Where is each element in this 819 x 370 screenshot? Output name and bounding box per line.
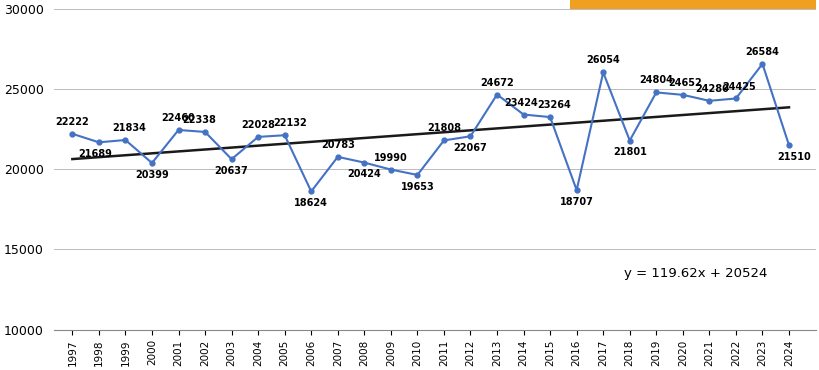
Text: 22338: 22338 bbox=[183, 115, 216, 125]
Text: 21689: 21689 bbox=[78, 149, 111, 159]
Text: 24652: 24652 bbox=[668, 78, 702, 88]
Text: 21808: 21808 bbox=[427, 124, 460, 134]
Text: y = 119.62x + 20524: y = 119.62x + 20524 bbox=[623, 267, 767, 280]
Text: 20783: 20783 bbox=[320, 140, 355, 150]
Text: 23264: 23264 bbox=[536, 100, 571, 110]
Text: 24280: 24280 bbox=[695, 84, 728, 94]
Text: 18624: 18624 bbox=[294, 198, 328, 208]
Text: 24804: 24804 bbox=[639, 75, 672, 85]
Text: 22222: 22222 bbox=[56, 117, 89, 127]
Text: 20424: 20424 bbox=[347, 169, 381, 179]
Text: 24672: 24672 bbox=[480, 78, 514, 88]
Text: 24425: 24425 bbox=[721, 81, 754, 91]
Text: 26584: 26584 bbox=[744, 47, 778, 57]
Text: 22028: 22028 bbox=[241, 120, 274, 130]
Text: 21510: 21510 bbox=[776, 152, 811, 162]
Text: 22067: 22067 bbox=[453, 143, 486, 153]
Text: 22460: 22460 bbox=[161, 113, 195, 123]
Text: 26054: 26054 bbox=[586, 56, 619, 65]
Text: 19653: 19653 bbox=[400, 182, 434, 192]
Text: 21801: 21801 bbox=[612, 147, 646, 157]
Text: 22132: 22132 bbox=[273, 118, 307, 128]
Text: 20637: 20637 bbox=[215, 166, 248, 176]
Text: 19990: 19990 bbox=[373, 152, 407, 162]
Text: 23424: 23424 bbox=[504, 98, 537, 108]
Text: 21834: 21834 bbox=[112, 123, 147, 133]
Text: 20399: 20399 bbox=[135, 170, 169, 180]
Text: 18707: 18707 bbox=[559, 197, 593, 207]
